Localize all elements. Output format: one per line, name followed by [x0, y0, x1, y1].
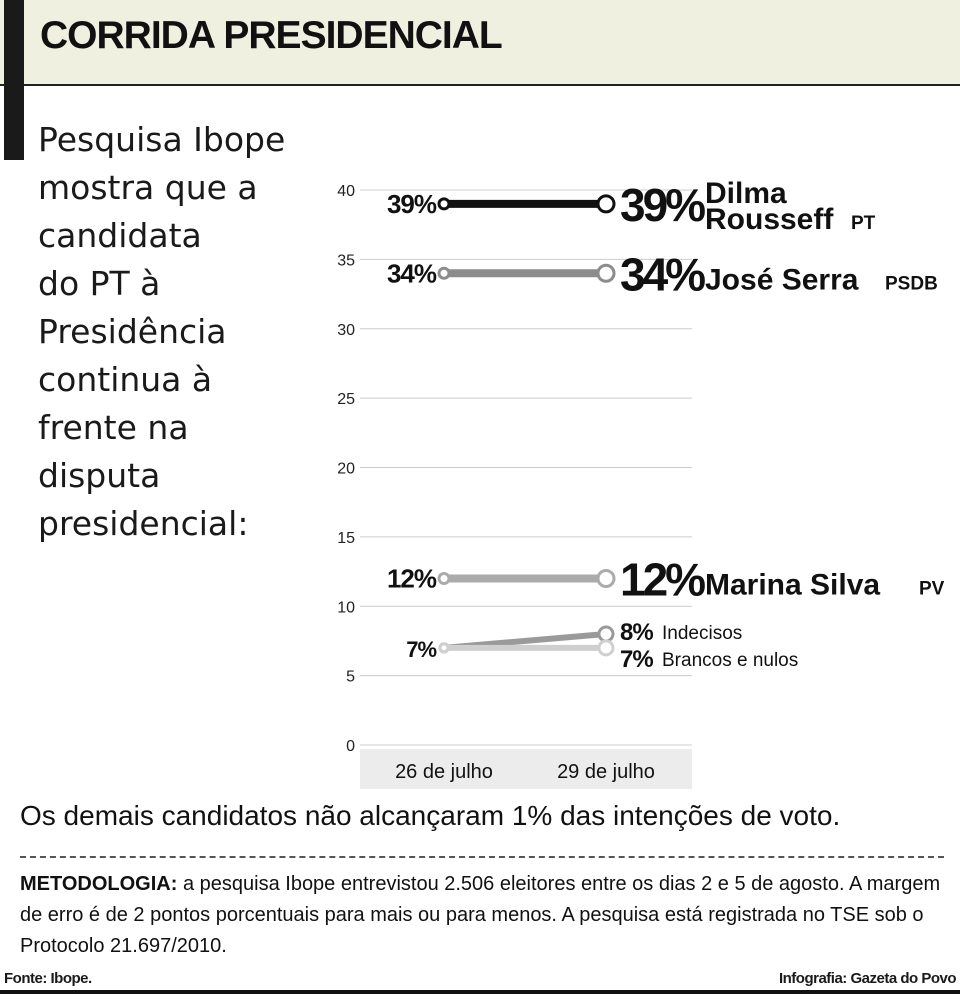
series-name-label: Indecisos [662, 623, 742, 644]
series-name-label: Dilma [705, 177, 787, 210]
methodology-text: METODOLOGIA: a pesquisa Ibope entrevisto… [20, 869, 945, 962]
lede-line: disputa [38, 456, 161, 495]
methodology-label: METODOLOGIA: [20, 873, 178, 895]
start-value-label: 34% [387, 258, 437, 288]
source-credit: Fonte: Ibope. [4, 970, 92, 987]
lede-line: Presidência [38, 312, 227, 351]
footer-rule [0, 990, 960, 994]
series-name-label: Rousseff [705, 203, 834, 236]
y-tick-label: 20 [337, 461, 355, 478]
line-chart: 0 5 10 15 20 25 30 35 40 26 de julho 29 de julho 39… [337, 177, 945, 789]
lede-line: mostra que a [38, 168, 258, 207]
start-value-label: 12% [387, 564, 437, 594]
graphics-credit: Infografia: Gazeta do Povo [778, 970, 957, 987]
end-value-label: 8% [620, 619, 653, 646]
y-tick-label: 25 [337, 391, 355, 408]
end-value-label: 34% [620, 248, 705, 300]
y-tick-label: 30 [337, 322, 355, 339]
series-name-label: José Serra [705, 263, 859, 296]
page-title: CORRIDA PRESIDENCIAL [40, 14, 503, 57]
y-tick-label: 15 [337, 530, 355, 547]
lede-line: Pesquisa Ibope [38, 120, 286, 159]
series-name-label: Brancos e nulos [662, 650, 798, 671]
x-tick-label: 29 de julho [557, 761, 655, 783]
end-value-label: 7% [620, 646, 653, 673]
footnote: Os demais candidatos não alcançaram 1% d… [20, 800, 841, 831]
party-label: PSDB [885, 273, 938, 294]
data-point [597, 639, 615, 657]
x-tick-label: 26 de julho [395, 761, 493, 783]
y-tick-label: 0 [346, 738, 355, 755]
lede-line: frente na [38, 408, 189, 447]
y-tick-label: 35 [337, 252, 355, 269]
lede-line: candidata [38, 216, 202, 255]
lede-line: presidencial: [38, 504, 249, 543]
party-label: PT [851, 213, 876, 234]
data-point [437, 197, 451, 211]
header-accent-bar [4, 0, 24, 160]
lede-line: continua à [38, 360, 213, 399]
start-value-label: 39% [387, 189, 437, 219]
methodology-body: a pesquisa Ibope entrevistou 2.506 eleit… [20, 873, 941, 957]
party-label: PV [919, 579, 945, 600]
data-point [596, 263, 616, 283]
header-band [0, 0, 960, 86]
x-axis-band [360, 749, 692, 789]
data-point [438, 642, 450, 654]
end-value-label: 12% [620, 554, 705, 606]
dashed-divider [20, 856, 944, 858]
y-tick-label: 10 [337, 599, 355, 616]
data-point [437, 572, 451, 585]
start-value-label: 7% [406, 637, 436, 662]
lede-text: Pesquisa Ibope mostra que a candidata do… [38, 116, 328, 548]
data-point [596, 194, 616, 214]
data-point [597, 625, 615, 643]
y-tick-label: 40 [337, 183, 355, 200]
data-point [596, 569, 616, 588]
lede-line: do PT à [38, 264, 161, 303]
data-point [437, 266, 451, 280]
series-name-label: Marina Silva [705, 569, 880, 602]
end-value-label: 39% [620, 179, 705, 231]
y-tick-label: 5 [346, 669, 355, 686]
